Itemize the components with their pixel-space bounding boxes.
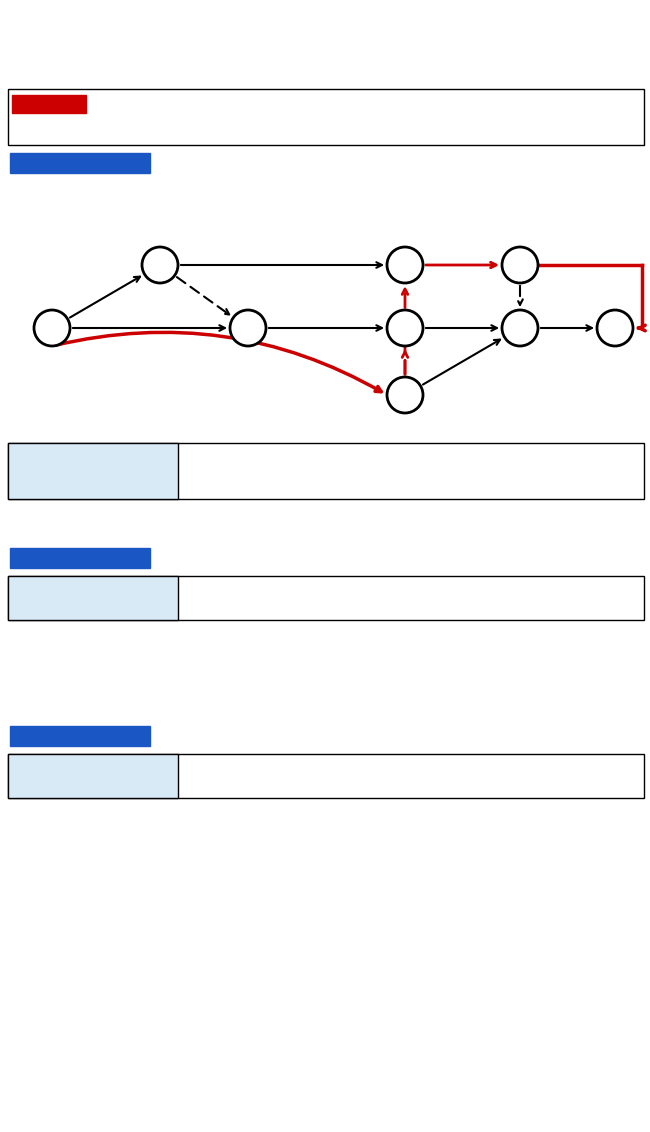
Bar bbox=[10, 726, 150, 746]
Circle shape bbox=[34, 310, 70, 346]
Bar bbox=[8, 754, 178, 798]
Circle shape bbox=[502, 247, 538, 283]
Circle shape bbox=[142, 247, 178, 283]
Bar bbox=[8, 576, 178, 620]
Bar bbox=[8, 443, 178, 499]
Bar bbox=[12, 95, 86, 113]
Bar bbox=[8, 576, 644, 620]
Bar bbox=[10, 548, 150, 568]
Bar bbox=[8, 443, 644, 499]
Circle shape bbox=[597, 310, 633, 346]
Bar bbox=[8, 754, 644, 798]
Circle shape bbox=[387, 310, 423, 346]
Circle shape bbox=[230, 310, 266, 346]
Circle shape bbox=[387, 247, 423, 283]
Bar bbox=[8, 89, 644, 145]
Bar bbox=[10, 153, 150, 173]
Circle shape bbox=[387, 377, 423, 413]
Circle shape bbox=[502, 310, 538, 346]
